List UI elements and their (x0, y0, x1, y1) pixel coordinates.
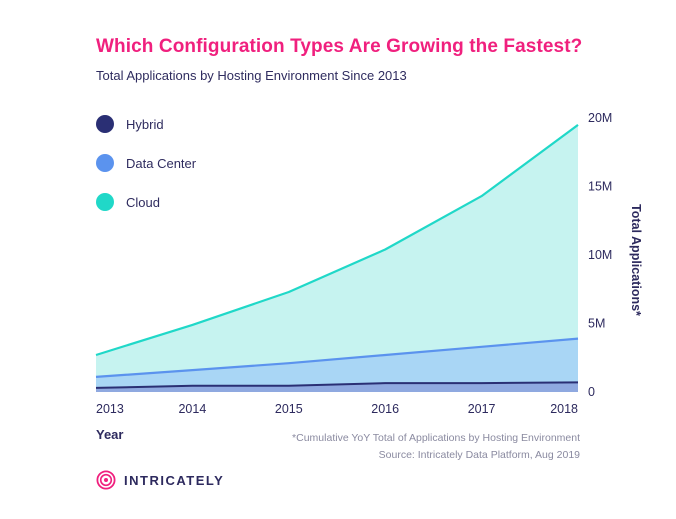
legend-label: Data Center (126, 155, 197, 171)
x-tick-label: 2017 (468, 402, 496, 416)
x-tick-label: 2014 (178, 402, 206, 416)
y-tick-label: 15M (588, 180, 612, 194)
x-axis-ticks: 2013 2014 2015 2016 2017 2018 (96, 402, 578, 416)
legend-swatch-data-center (96, 154, 114, 172)
chart-lines (95, 124, 579, 389)
y-axis-title: Total Applications* (629, 204, 643, 316)
cloud-area (96, 124, 578, 393)
x-tick-label: 2013 (96, 402, 124, 416)
data-center-line (95, 337, 579, 378)
source-line: Source: Intricately Data Platform, Aug 2… (378, 449, 580, 461)
hybrid-area (96, 382, 578, 392)
y-tick-label: 0 (588, 385, 595, 399)
y-axis-ticks: 0 5M 10M 15M 20M (588, 111, 612, 399)
x-axis-title: Year (96, 427, 124, 442)
cloud-line (95, 124, 579, 357)
legend-swatch-hybrid (96, 115, 114, 133)
x-tick-label: 2018 (550, 402, 578, 416)
y-tick-label: 20M (588, 111, 612, 125)
chart-areas (96, 124, 578, 393)
intricately-logo-icon (96, 470, 116, 490)
y-tick-label: 10M (588, 248, 612, 262)
legend-item-cloud: Cloud (96, 192, 196, 212)
legend-label: Hybrid (126, 116, 164, 132)
x-tick-label: 2015 (275, 402, 303, 416)
chart-legend: Hybrid Data Center Cloud (96, 114, 196, 231)
chart-title: Which Configuration Types Are Growing th… (96, 36, 583, 57)
brand-name: INTRICATELY (124, 472, 225, 488)
y-tick-label: 5M (588, 317, 605, 331)
legend-swatch-cloud (96, 193, 114, 211)
footnote: *Cumulative YoY Total of Applications by… (292, 430, 580, 464)
legend-item-hybrid: Hybrid (96, 114, 196, 134)
hybrid-line (95, 381, 579, 389)
brand-logo: INTRICATELY (96, 470, 224, 490)
data-center-area (96, 338, 578, 392)
footnote-line: *Cumulative YoY Total of Applications by… (292, 432, 580, 444)
x-tick-label: 2016 (371, 402, 399, 416)
legend-label: Cloud (126, 194, 160, 210)
legend-item-data-center: Data Center (96, 153, 196, 173)
chart-subtitle: Total Applications by Hosting Environmen… (96, 68, 407, 83)
